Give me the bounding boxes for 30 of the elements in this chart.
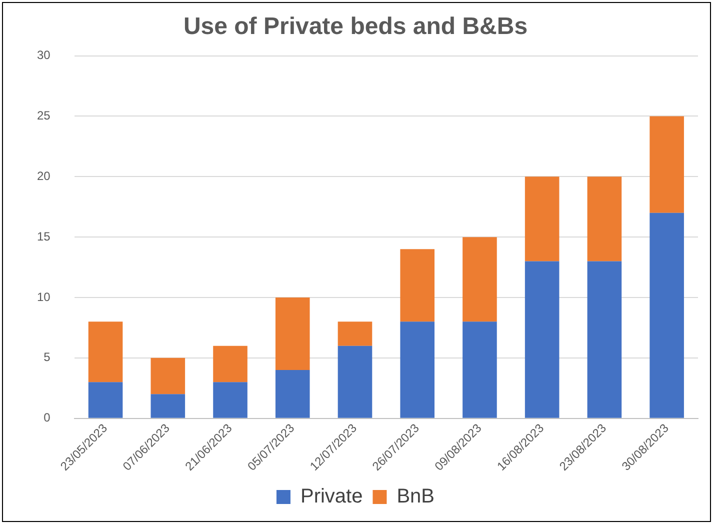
y-tick-label: 0 xyxy=(44,410,51,425)
bar xyxy=(587,261,622,418)
bar xyxy=(88,382,123,418)
y-tick-label: 10 xyxy=(36,290,51,304)
bar xyxy=(462,322,497,418)
bar xyxy=(650,116,684,213)
bar xyxy=(524,261,560,418)
bar xyxy=(88,322,123,382)
y-tick-label: 20 xyxy=(36,168,51,183)
legend-label: BnB xyxy=(396,486,435,508)
bar xyxy=(462,237,497,322)
bar xyxy=(275,298,310,370)
bar xyxy=(587,176,622,262)
bar xyxy=(213,346,248,382)
y-tick-label: 25 xyxy=(36,108,51,123)
bar xyxy=(275,370,310,418)
bar xyxy=(338,322,372,346)
bar xyxy=(400,322,435,418)
y-tick-label: 15 xyxy=(36,229,51,244)
bar xyxy=(400,249,435,322)
y-tick-label: 5 xyxy=(44,350,51,364)
bar xyxy=(650,212,684,418)
y-tick-label: 30 xyxy=(36,48,51,62)
bar xyxy=(150,358,186,394)
bar xyxy=(338,346,372,418)
chart-title: Use of Private beds and B&Bs xyxy=(183,13,528,40)
bar xyxy=(524,176,560,262)
legend-label: Private xyxy=(300,486,363,508)
bar xyxy=(213,382,248,418)
bar xyxy=(150,394,186,418)
